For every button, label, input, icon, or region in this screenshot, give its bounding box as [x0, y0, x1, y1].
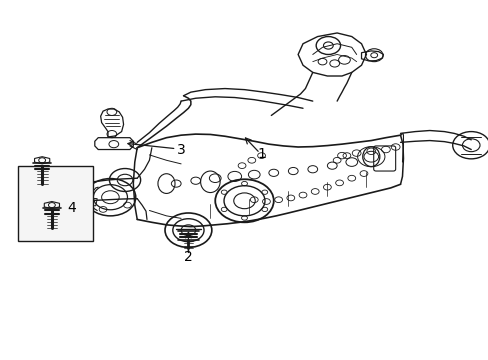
Text: 3: 3 — [176, 143, 185, 157]
Text: 2: 2 — [183, 250, 192, 264]
Bar — [18, 166, 93, 241]
Text: 1: 1 — [257, 147, 265, 161]
Text: 4: 4 — [67, 201, 76, 215]
